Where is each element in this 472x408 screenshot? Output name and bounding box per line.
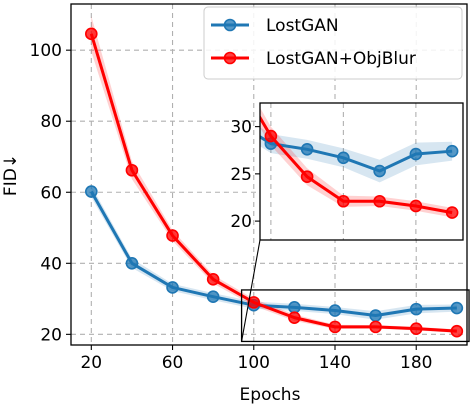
main-confidence-bands — [91, 16, 457, 333]
y-tick-label: 100 — [30, 41, 62, 61]
zoom-region-box — [240, 289, 470, 343]
main-point-lostgan-objblur — [206, 272, 220, 286]
inset-point-lostgan — [337, 151, 350, 165]
inset-point-lostgan — [373, 164, 386, 178]
x-tick-label: 60 — [162, 353, 184, 373]
legend-entries: LostGAN LostGAN+ObjBlur — [211, 16, 416, 69]
y-tick-label: 20 — [40, 325, 62, 345]
legend-marker-lostgan-objblur — [223, 51, 237, 65]
inset-y-tick-label: 20 — [230, 212, 252, 232]
inset-point-lostgan-objblur — [264, 129, 278, 143]
inset-point-lostgan-objblur — [445, 206, 459, 219]
y-axis-title: FID↓ — [1, 154, 21, 196]
inset-point-lostgan-objblur — [300, 170, 314, 183]
x-tick-label: 20 — [80, 353, 102, 373]
inset-point-lostgan-objblur — [373, 194, 386, 208]
inset-line-lostgan — [260, 135, 453, 173]
inset-point-lostgan-objblur — [409, 199, 423, 213]
legend-label-lostgan-objblur: LostGAN+ObjBlur — [266, 49, 416, 69]
main-point-lostgan — [166, 281, 179, 294]
main-point-lostgan — [450, 301, 464, 315]
inset-point-lostgan — [157, 27, 168, 38]
zoom-connector — [241, 239, 261, 342]
main-point-lostgan — [85, 185, 98, 198]
main-point-lostgan — [369, 309, 382, 322]
inset-series-lines — [157, 27, 459, 219]
main-point-lostgan-objblur — [166, 229, 179, 242]
main-series-lines — [85, 27, 464, 338]
main-point-lostgan — [206, 290, 220, 303]
y-tick-label: 60 — [40, 183, 62, 203]
legend-marker-lostgan — [223, 18, 237, 32]
inset-band-lostgan-objblur — [260, 107, 453, 218]
inset-grid — [270, 103, 417, 240]
inset-point-lostgan — [193, 91, 204, 102]
x-tick-label: 140 — [319, 353, 351, 373]
x-tick-label: 180 — [400, 353, 432, 373]
main-point-lostgan-objblur — [288, 311, 301, 324]
inset-point-lostgan-objblur — [337, 194, 350, 208]
main-point-lostgan-objblur — [369, 320, 382, 334]
main-line-lostgan — [90, 190, 457, 318]
x-axis-title: Epochs — [240, 385, 301, 405]
legend-box — [203, 6, 463, 80]
plot-frame — [70, 3, 468, 346]
inset-point-lostgan — [445, 144, 459, 158]
inset-frame — [259, 102, 464, 241]
main-point-lostgan-objblur — [409, 322, 423, 335]
main-point-lostgan-objblur — [125, 163, 139, 177]
inset-y-tick-label: 30 — [230, 118, 252, 138]
main-point-lostgan — [409, 302, 423, 316]
legend: LostGAN LostGAN+ObjBlur — [203, 6, 463, 80]
legend-label-lostgan: LostGAN — [266, 16, 339, 36]
main-point-lostgan — [288, 301, 301, 314]
x-tick-label: 100 — [238, 353, 270, 373]
main-line-lostgan-objblur — [89, 33, 457, 333]
inset-y-tick-label: 25 — [230, 165, 252, 185]
inset-axis-ticks: 20 25 30 — [230, 118, 260, 232]
y-tick-label: 80 — [40, 112, 62, 132]
main-point-lostgan — [125, 257, 139, 270]
main-point-lostgan-objblur — [85, 27, 98, 41]
inset-point-lostgan — [409, 147, 423, 161]
inset-background — [260, 103, 463, 240]
inset-line-lostgan-objblur — [260, 114, 453, 215]
main-axis-ticks: 20 60 100 140 180 20 40 60 80 100 — [30, 41, 433, 373]
main-point-lostgan-objblur — [328, 320, 342, 334]
main-band-lostgan — [91, 185, 457, 320]
main-point-lostgan — [328, 304, 342, 317]
y-tick-label: 40 — [40, 254, 62, 274]
inset-band-lostgan — [260, 127, 453, 183]
main-point-lostgan-objblur — [450, 324, 464, 338]
zoom-inset: 20 25 30 — [157, 27, 464, 241]
zoom-region-indicator — [240, 239, 470, 343]
inset-confidence-bands — [260, 107, 453, 218]
inset-point-lostgan — [300, 142, 314, 156]
